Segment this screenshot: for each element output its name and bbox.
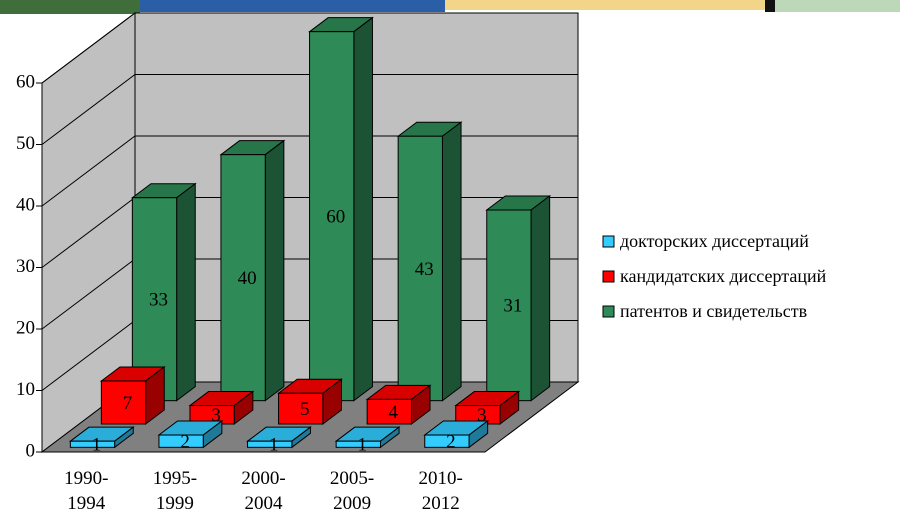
value-label: 60 xyxy=(326,207,345,228)
value-label: 7 xyxy=(123,393,133,414)
y-tick-label: 20 xyxy=(16,317,35,338)
y-tick-label: 0 xyxy=(26,440,36,461)
bar xyxy=(424,434,470,448)
legend-label: кандидатских диссертаций xyxy=(620,266,827,286)
bar xyxy=(486,209,532,402)
value-label: 40 xyxy=(238,268,257,289)
value-label: 4 xyxy=(389,402,399,423)
bar xyxy=(220,154,266,402)
bar-side xyxy=(530,195,551,402)
y-tick-label: 40 xyxy=(16,194,35,215)
x-tick-label: 1995- 1999 xyxy=(152,468,198,514)
grid-line xyxy=(41,12,578,84)
legend-swatch xyxy=(602,235,615,248)
value-label: 1 xyxy=(92,435,102,456)
y-tick-label: 50 xyxy=(16,133,35,154)
bar xyxy=(100,380,147,425)
x-tick-label: 2000- 2004 xyxy=(241,468,286,514)
x-tick-label: 2010- 2012 xyxy=(418,468,463,514)
bar xyxy=(397,135,443,402)
y-tick-label: 60 xyxy=(16,71,35,92)
bar xyxy=(69,440,116,448)
value-label: 31 xyxy=(503,296,522,317)
value-label: 33 xyxy=(149,290,168,311)
legend-label: докторских диссертаций xyxy=(620,231,809,251)
value-label: 5 xyxy=(300,399,310,420)
value-label: 3 xyxy=(477,405,487,426)
bar xyxy=(366,398,412,425)
banner-strip xyxy=(775,0,900,12)
x-tick-label: 2005- 2009 xyxy=(329,468,375,514)
y-tick-label: 10 xyxy=(16,379,35,400)
bar xyxy=(278,392,324,425)
value-label: 43 xyxy=(415,259,434,280)
value-label: 1 xyxy=(358,435,368,456)
banner-strip xyxy=(445,0,765,10)
bar xyxy=(247,440,293,448)
bar-side xyxy=(176,182,196,402)
bar-side xyxy=(353,16,373,402)
bar xyxy=(309,31,355,402)
bar xyxy=(335,440,381,448)
banner-strip xyxy=(765,0,775,12)
value-label: 2 xyxy=(180,432,190,453)
bar-side xyxy=(441,121,462,402)
legend-label: патентов и свидетельств xyxy=(620,301,807,321)
bar-side xyxy=(264,139,285,402)
banner-strip xyxy=(0,0,140,14)
y-tick-label: 30 xyxy=(16,256,35,277)
legend-swatch xyxy=(602,270,615,283)
legend-swatch xyxy=(602,305,615,318)
value-label: 1 xyxy=(269,435,279,456)
value-label: 3 xyxy=(211,405,221,426)
grid-line xyxy=(41,74,578,145)
banner-strip xyxy=(140,0,445,12)
bar xyxy=(158,434,204,448)
value-label: 2 xyxy=(446,432,456,453)
x-tick-label: 1990- 1994 xyxy=(64,468,109,514)
